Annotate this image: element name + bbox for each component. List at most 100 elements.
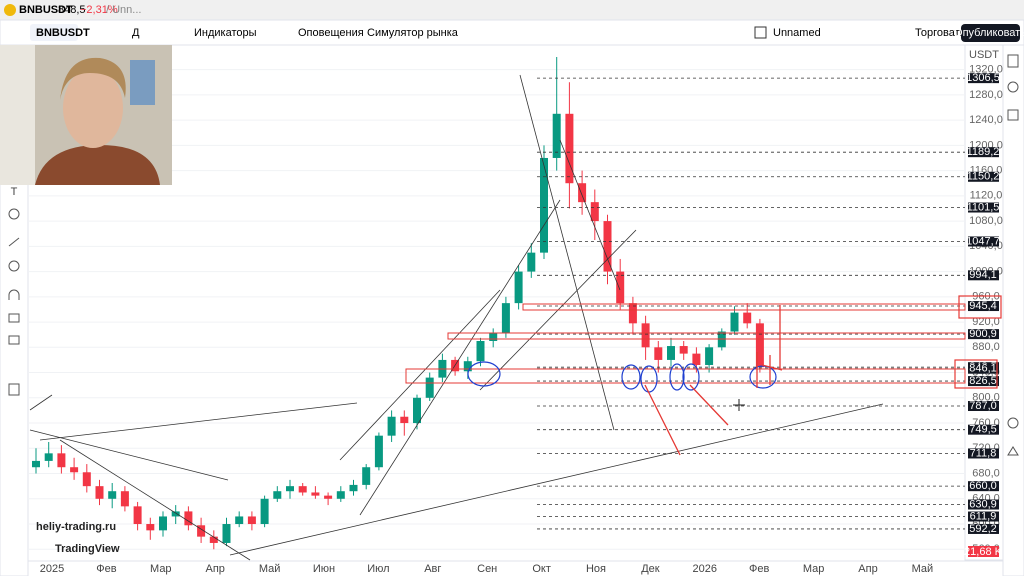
x-tick-label: 2026 [693,563,717,575]
candle-body [298,486,307,493]
candle-body [641,323,650,348]
x-tick-label: Фев [96,563,116,575]
plot: USDT560,0600,0640,0680,0720,0760,0800,08… [28,44,1004,575]
candle-body [120,491,129,507]
x-tick-label: Май [912,563,934,575]
candle-body [501,303,510,334]
candle-body [413,397,421,424]
watermark-site: heliy-trading.ru [36,521,116,533]
x-tick-label: Апр [858,563,877,575]
y-tick-label: 1320,0 [969,64,1003,76]
y-tick-label: 880,0 [972,341,1000,353]
candle-body [349,484,358,492]
candle-body [273,491,282,499]
candle-body [260,498,269,525]
layout-name[interactable]: Unnamed [773,27,821,39]
candle-body [197,525,206,537]
level-label: 711,8 [970,447,997,459]
candle-body [286,486,294,492]
replay[interactable]: Симулятор рынка [367,27,459,39]
candle-body [565,113,574,184]
drawings [29,74,1002,561]
right-sidebar [1002,44,1024,577]
currency: USDT [969,49,999,61]
interval[interactable]: Д [132,27,140,39]
candle-body [146,524,155,531]
level-label: 826,5 [969,375,997,387]
level-tag [968,481,999,492]
alerts[interactable]: Оповещения [298,27,364,39]
candle-body [222,524,231,543]
candle-body [476,340,485,362]
candle-body [70,467,79,473]
level-label: 1306,5 [966,72,1000,84]
level-label: 994,1 [969,269,997,281]
level-tag [968,202,999,213]
x-tick-label: Мар [803,563,825,575]
publish-box[interactable] [961,24,1020,42]
x-tick-label: Дек [641,563,660,575]
candle-body [82,472,91,487]
level-tag [968,511,999,522]
toolbar-symbol[interactable]: BNBUSDT [36,27,90,39]
layout-checkbox[interactable] [754,26,767,39]
level-label: 1189,2 [967,146,1000,158]
publish-button[interactable]: Опубликовать [954,27,1024,39]
level-tag [968,301,999,312]
symbol-box[interactable] [30,24,78,41]
candle-body [705,347,714,365]
y-tick-label: 1240,0 [969,114,1003,126]
candle-body [667,346,675,360]
level-label: 1150,2 [967,171,1000,183]
level-label: 592,2 [969,523,997,535]
level-tag [968,401,999,412]
level-tag [968,329,999,340]
y-tick-label: 800,0 [972,392,1000,404]
candle-body [755,323,764,368]
candle-body [235,516,244,525]
level-tag [968,270,999,281]
level-tag [968,236,999,247]
x-tick-label: Июл [367,563,389,575]
level-label: 1101,5 [967,201,1000,213]
indicators[interactable]: Индикаторы [194,27,257,39]
x-tick-label: Мар [150,563,172,575]
text-tool[interactable]: T [11,186,18,198]
candle-body [463,361,472,372]
candle-body [616,271,625,304]
candle-body [108,491,117,499]
x-tick-label: 2025 [40,563,64,575]
candle-body [425,377,434,398]
candle-body [400,416,409,424]
trade-button[interactable]: Торговать [915,27,966,39]
candle-body [171,511,180,517]
candle-body [184,511,193,526]
y-tick-label: 920,0 [972,316,1000,328]
candle-body [527,252,536,272]
level-tag [968,73,999,84]
candle-body [730,312,739,332]
tab-icon [4,4,16,16]
x-tick-label: Окт [532,563,551,575]
candle-body [44,453,53,461]
tab-symbol: BNBUSDT [19,4,73,16]
candle-body [489,333,498,341]
candle-body [95,486,104,499]
candle-body [374,435,383,468]
level-label: 630,9 [969,498,997,510]
level-label: 1047,7 [966,235,1000,247]
candle-body [679,346,688,354]
level-label: 846,1 [969,363,997,375]
x-tick-label: Апр [205,563,224,575]
y-tick-label: 1120,0 [970,190,1003,202]
x-tick-label: Авг [424,563,441,575]
level-tag [968,376,999,387]
level-tag [968,499,999,510]
level-tag [968,171,999,182]
y-tick-label: 1080,0 [969,215,1003,227]
level-label: 945,4 [969,300,997,312]
y-tick-label: 960,0 [972,291,1000,303]
tab-change: −2,31% [80,4,118,16]
candle-body [743,312,752,324]
